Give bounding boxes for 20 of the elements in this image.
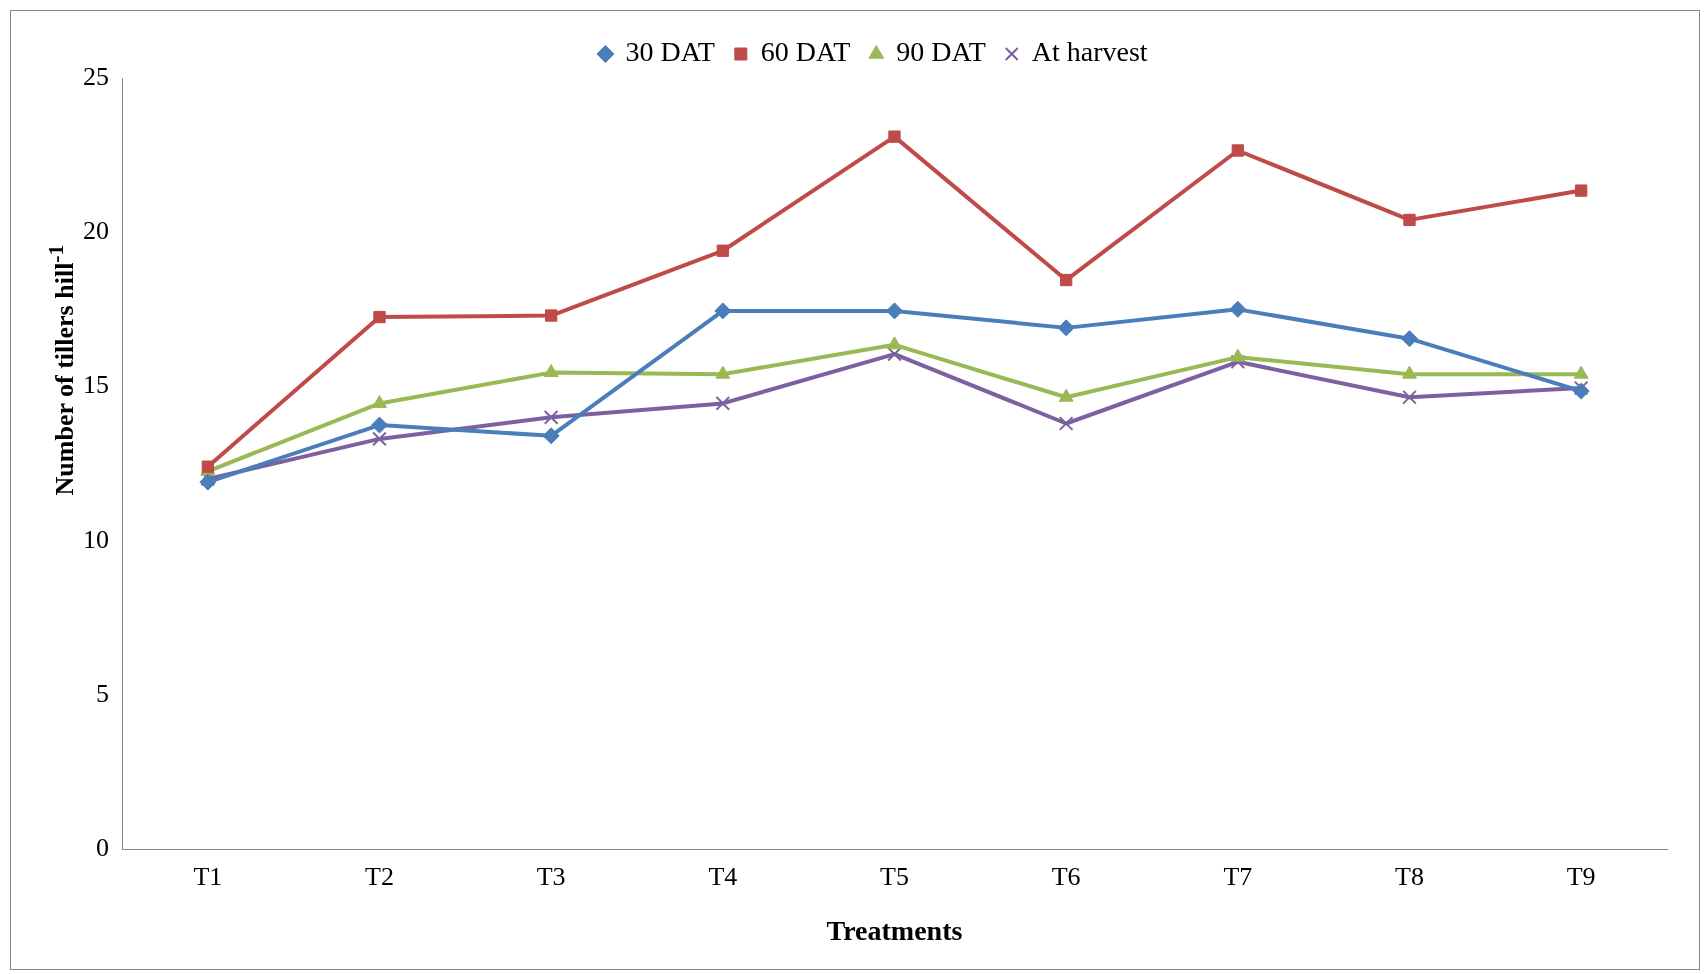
x-tick-label: T7 bbox=[1223, 861, 1253, 891]
legend-label: 90 DAT bbox=[896, 36, 986, 68]
legend-label: At harvest bbox=[1031, 36, 1148, 68]
y-tick-label: 15 bbox=[83, 370, 109, 400]
y-tick-label: 20 bbox=[83, 216, 109, 246]
y-tick-label: 5 bbox=[96, 678, 109, 708]
legend-label: 30 DAT bbox=[625, 36, 715, 68]
legend-label: 60 DAT bbox=[760, 36, 851, 68]
x-axis-title: Treatments bbox=[826, 915, 963, 947]
y-tick-label: 25 bbox=[83, 61, 109, 91]
x-tick-label: T4 bbox=[708, 861, 738, 891]
x-tick-label: T8 bbox=[1395, 861, 1424, 891]
x-tick-label: T5 bbox=[880, 861, 909, 891]
x-tick-label: T6 bbox=[1051, 861, 1081, 891]
x-tick-label: T1 bbox=[193, 861, 223, 891]
y-tick-label: 0 bbox=[96, 833, 109, 863]
y-tick-label: 10 bbox=[83, 524, 109, 554]
x-tick-label: T9 bbox=[1566, 861, 1596, 891]
x-tick-label: T2 bbox=[365, 861, 394, 891]
x-tick-label: T3 bbox=[536, 861, 566, 891]
